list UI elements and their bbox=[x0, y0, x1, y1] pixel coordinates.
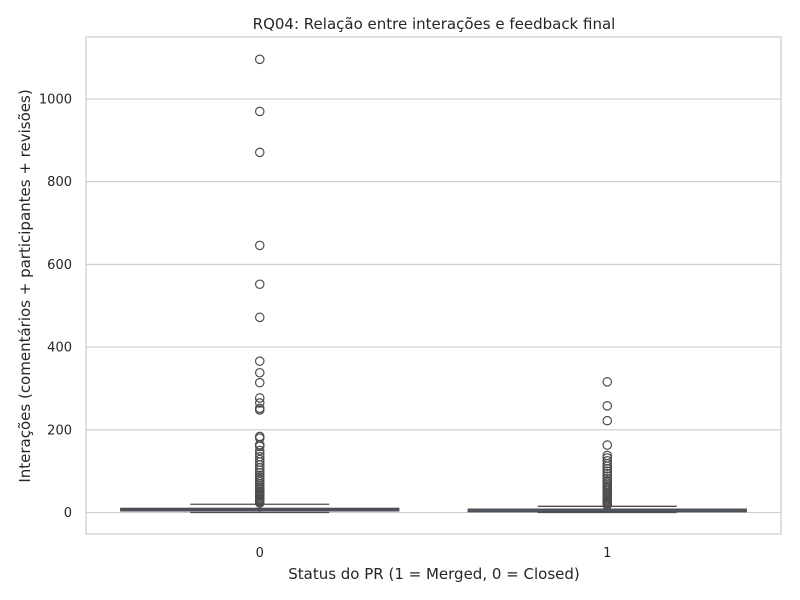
outlier-point bbox=[254, 312, 265, 323]
x-tick-label: 0 bbox=[256, 546, 264, 561]
outlier-point bbox=[602, 401, 613, 411]
outlier-point bbox=[254, 398, 265, 408]
outlier-point bbox=[602, 458, 613, 469]
box-0 bbox=[120, 503, 400, 514]
outlier-point bbox=[254, 147, 265, 158]
outlier-point bbox=[254, 367, 265, 378]
y-tick-label: 1000 bbox=[39, 93, 72, 108]
outlier-point bbox=[254, 465, 265, 476]
outlier-point bbox=[602, 461, 613, 471]
y-tick-label: 800 bbox=[47, 175, 72, 190]
outlier-point bbox=[254, 498, 265, 508]
outlier-point bbox=[254, 279, 265, 290]
grid-lines bbox=[86, 98, 781, 514]
plot-frame bbox=[85, 36, 782, 535]
outlier-point bbox=[602, 500, 613, 510]
outlier-point bbox=[254, 377, 265, 388]
y-tick-label: 600 bbox=[47, 258, 72, 273]
outlier-point bbox=[254, 463, 265, 473]
outlier-point bbox=[254, 54, 265, 65]
outlier-point bbox=[602, 440, 613, 450]
outlier-point bbox=[602, 415, 613, 426]
outlier-point bbox=[602, 463, 613, 474]
x-axis-label: Status do PR (1 = Merged, 0 = Closed) bbox=[288, 565, 580, 583]
outlier-point bbox=[254, 445, 265, 456]
outlier-point bbox=[602, 377, 613, 387]
outlier-point bbox=[254, 356, 265, 366]
outlier-point bbox=[254, 106, 265, 117]
y-tick-label: 400 bbox=[47, 341, 72, 356]
y-axis-label: Interações (comentários + participantes … bbox=[16, 89, 34, 482]
boxes bbox=[120, 503, 747, 514]
chart-title: RQ04: Relação entre interações e feedbac… bbox=[253, 15, 616, 33]
outlier-point bbox=[602, 466, 613, 476]
y-tick-labels: 0 200 400 600 800 1000 bbox=[39, 93, 72, 521]
y-tick-label: 200 bbox=[47, 423, 72, 438]
outlier-points bbox=[254, 54, 613, 510]
x-tick-label: 1 bbox=[603, 546, 611, 561]
outlier-point bbox=[254, 240, 265, 251]
y-tick-label: 0 bbox=[64, 506, 72, 521]
outlier-point bbox=[602, 468, 613, 479]
outlier-point bbox=[254, 393, 265, 403]
outlier-point bbox=[254, 405, 265, 415]
outlier-point bbox=[254, 441, 265, 452]
